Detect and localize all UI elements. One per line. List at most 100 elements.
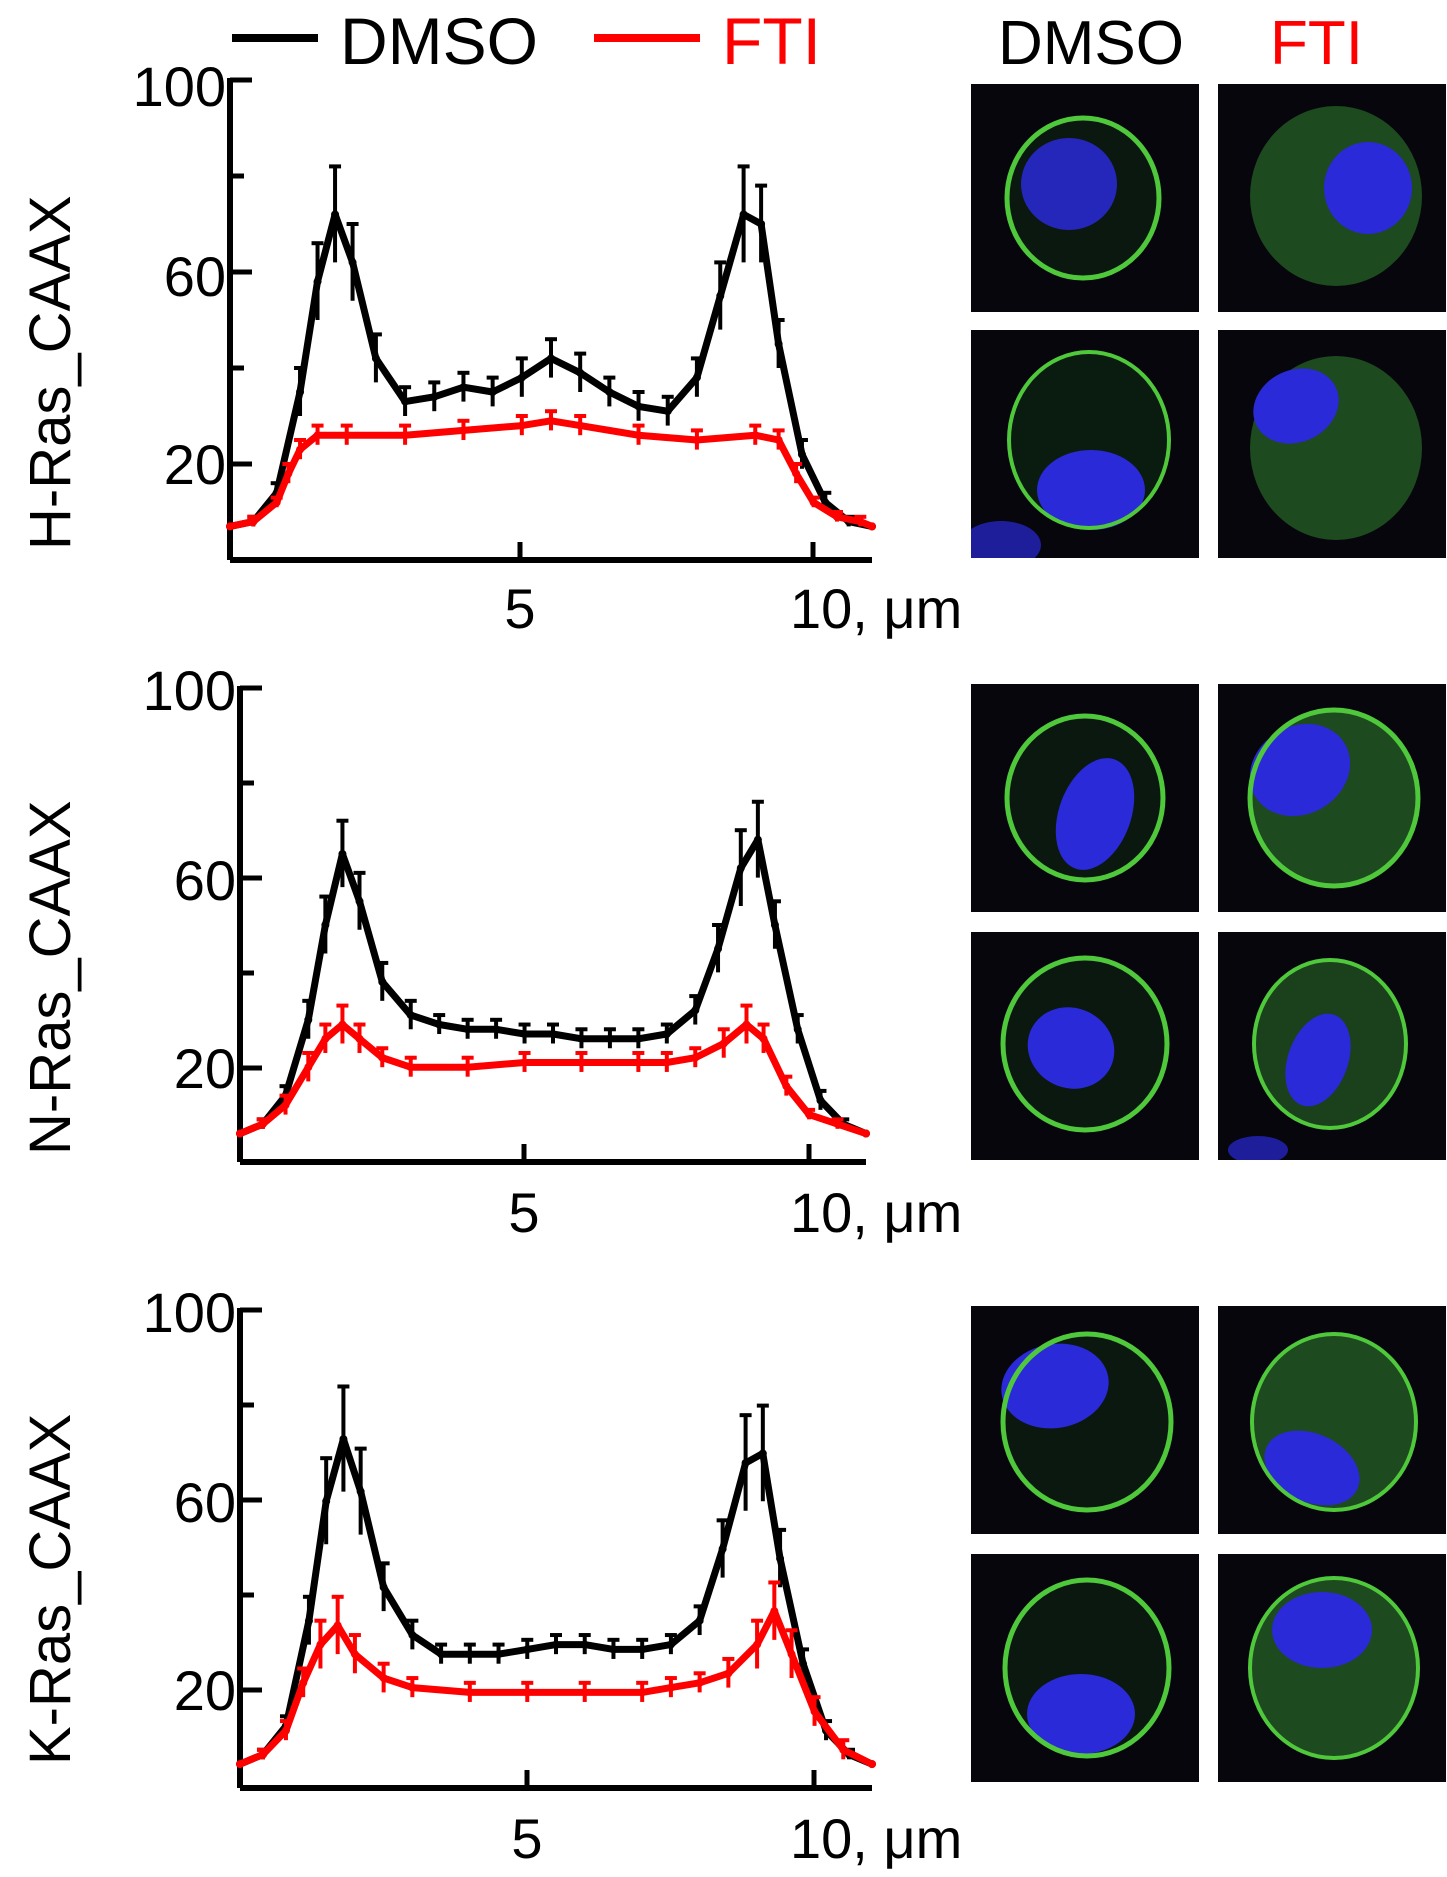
micrograph-n-ras-dmso-1	[971, 684, 1199, 912]
panel-k-ras-dmso-point	[718, 1545, 727, 1553]
panel-h-ras-dmso-point	[605, 388, 614, 396]
panel-n-ras-dmso-point	[304, 1015, 313, 1024]
panel-h-ras-fti-point	[342, 431, 351, 440]
panel-k-ras-dmso-line	[238, 1435, 874, 1768]
panel-k-ras-fti-point	[753, 1640, 762, 1649]
panel-h-ras-dmso-point	[459, 383, 468, 392]
panel-n-ras-fti-point	[691, 1053, 700, 1062]
panel-h-ras-xlabel: 10, μm	[790, 577, 962, 640]
panel-k-ras-series-dmso	[236, 1384, 876, 1769]
panel-n-ras-dmso-point	[662, 1030, 671, 1039]
panel-h-ras-dmso-point	[517, 373, 526, 382]
panel-k-ras-plot	[236, 1384, 876, 1769]
panel-h-ras-series-dmso	[226, 164, 876, 531]
panel-h-ras-dmso-point	[692, 373, 701, 382]
panel-n-ras-ylabel: N-Ras_CAAX	[18, 800, 83, 1155]
panel-n-ras-fti-point	[304, 1063, 313, 1072]
panel-k-ras-fti-point	[408, 1683, 417, 1692]
micrograph-n-ras-dmso-2	[971, 932, 1199, 1160]
micrograph-h-ras-fti-2	[1218, 330, 1446, 558]
panel-n-ras-fti-line	[238, 1021, 868, 1137]
panel-h-ras-dmso-point	[757, 220, 766, 228]
micrograph-header: DMSO FTI	[998, 9, 1363, 78]
panel-n-ras-plot	[236, 799, 870, 1138]
panel-h-ras-fti-point	[517, 421, 526, 430]
panel-n-ras-ytick-60: 60	[174, 849, 236, 912]
panel-k-ras-dmso-point	[695, 1616, 704, 1625]
panel-h-ras-dmso-point	[348, 258, 357, 267]
panel-k-ras-dmso-point	[379, 1583, 388, 1592]
micrograph-k-ras-fti-2	[1218, 1554, 1446, 1782]
panel-n-ras-dmso-point	[634, 1034, 643, 1043]
panel-k-ras-dmso-point	[799, 1659, 808, 1668]
panel-h-ras-fti-point	[296, 445, 305, 454]
panel-n-ras-fti-point	[281, 1101, 290, 1110]
panel-n-ras-fti-point	[662, 1058, 671, 1067]
panel-n-ras-ytick-20: 20	[174, 1037, 236, 1100]
panel-k-ras-fti-point	[787, 1650, 796, 1659]
panel-n-ras-dmso-point	[753, 835, 762, 844]
panel-k-ras-dmso-point	[494, 1650, 503, 1659]
panel-n-ras-ytick-100: 100	[143, 659, 236, 722]
panel-h-ras-fti-point	[547, 416, 555, 425]
panel-n-ras-fti-point	[463, 1063, 472, 1072]
panel-k-ras-dmso-point	[638, 1645, 647, 1654]
legend: DMSO FTI	[232, 4, 821, 78]
panel-n-ras-dmso-line	[238, 836, 868, 1137]
panel-k-ras-dmso-point	[666, 1640, 675, 1649]
panel-k-ras-fti-point	[695, 1678, 704, 1687]
panel-k-ras-fti-point	[810, 1707, 819, 1716]
panel-h-ras-dmso-point	[296, 388, 305, 396]
panel-h-ras-fti-point	[634, 431, 643, 440]
panel-n-ras-xtick-5: 5	[508, 1181, 539, 1244]
panel-k-ras-dmso-point	[776, 1554, 785, 1563]
panel-n-ras-series-fti	[236, 1003, 870, 1138]
panel-k-ras-fti-point	[350, 1650, 359, 1659]
panel-h-ras-dmso-point	[716, 292, 725, 300]
panel-n-ras-dmso-point	[816, 1096, 825, 1105]
micrograph-header-fti: FTI	[1270, 9, 1363, 78]
panel-k-ras-fti-point	[258, 1750, 267, 1759]
panel-h-ras-ytick-100: 100	[133, 55, 226, 118]
panel-h-ras-dmso-point	[576, 368, 585, 377]
panel-h-ras-dmso-point	[401, 397, 410, 406]
panel-k-ras-ytick-60: 60	[174, 1471, 236, 1534]
panel-n-ras-dmso-point	[577, 1034, 586, 1043]
panel-h-ras-dmso-point	[663, 407, 672, 416]
panel-k-ras-xtick-5: 5	[511, 1807, 542, 1870]
panel-k-ras-dmso-point	[580, 1640, 589, 1649]
panel-n-ras-series-dmso	[236, 799, 870, 1138]
panel-h-ras-fti-point	[459, 426, 468, 435]
panel-k-ras-dmso-point	[758, 1449, 767, 1458]
panel-h-ras-ytick-20: 20	[164, 433, 226, 496]
panel-k-ras-dmso-point	[523, 1645, 532, 1654]
panel-k-ras-fti-point	[299, 1678, 308, 1687]
panel-n-ras-fti-point	[833, 1120, 842, 1129]
panel-n-ras-dmso-point	[770, 921, 779, 929]
panel-k-ras-fti-point	[379, 1674, 388, 1683]
panel-k-ras-dmso-point	[322, 1497, 331, 1506]
micrograph-n-ras-fti-1	[1218, 684, 1446, 912]
panel-k-ras-fti-point	[638, 1688, 647, 1697]
micrograph-h-ras-dmso-2	[971, 330, 1199, 558]
panel-k-ras-fti-point	[868, 1760, 876, 1769]
panel-n-ras-dmso-point	[520, 1030, 529, 1039]
panel-n-ras-dmso-point	[736, 864, 745, 873]
panel-k-ras-fti-point	[770, 1607, 779, 1616]
panel-h-ras-dmso-point	[371, 354, 380, 363]
micrograph-k-ras-fti-1	[1218, 1306, 1446, 1534]
panel-k-ras-fti-point	[316, 1640, 325, 1649]
panel-n-ras-dmso-point	[321, 921, 330, 929]
micrograph-h-ras-fti-1	[1218, 84, 1446, 312]
panel-k-ras-dmso-point	[465, 1650, 474, 1659]
panel-n-ras-dmso-point	[338, 849, 347, 858]
panel-k-ras-dmso-point	[339, 1435, 348, 1444]
panel-n-ras-axes	[237, 685, 866, 1165]
panel-h-ras-fti-point	[809, 498, 818, 507]
panel-n-ras-dmso-point	[378, 977, 387, 986]
panel-k-ras-fti-point	[839, 1745, 848, 1754]
panel-n-ras-fti-point	[520, 1058, 529, 1067]
panel-k-ras-fti-point	[666, 1683, 675, 1692]
panel-h-ras-fti-point	[868, 522, 876, 531]
panel-k-ras-fti-point	[281, 1726, 290, 1735]
